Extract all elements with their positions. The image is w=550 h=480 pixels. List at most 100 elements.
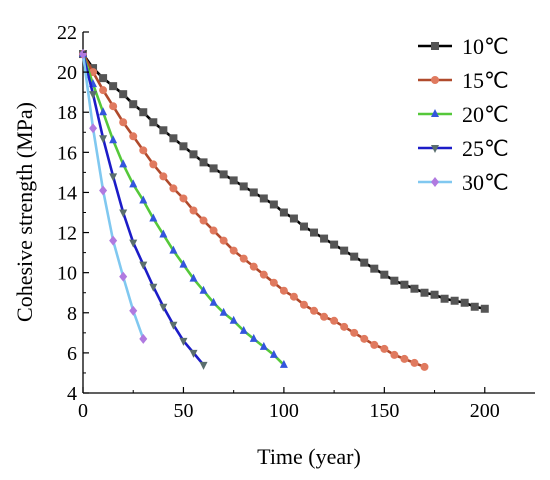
y-tick-label: 4 bbox=[67, 383, 77, 405]
data-point bbox=[380, 344, 389, 353]
data-point bbox=[289, 214, 298, 223]
data-point bbox=[109, 82, 118, 91]
data-point bbox=[350, 328, 359, 337]
data-point bbox=[129, 100, 138, 109]
data-point bbox=[400, 280, 409, 289]
data-point bbox=[189, 150, 198, 159]
legend-label: 20℃ bbox=[462, 102, 509, 127]
legend-item: 30℃ bbox=[418, 170, 509, 195]
data-point bbox=[340, 322, 349, 331]
legend-marker bbox=[431, 145, 439, 153]
data-point bbox=[360, 258, 369, 267]
data-point bbox=[189, 273, 198, 282]
data-point bbox=[259, 194, 268, 203]
y-axis-ticks: 4 6 8 10 12 14 16 18 20 22 bbox=[57, 22, 89, 405]
data-point bbox=[179, 259, 188, 268]
legend-label: 10℃ bbox=[462, 34, 509, 59]
data-point bbox=[89, 64, 98, 73]
y-tick-label: 12 bbox=[57, 223, 77, 245]
data-point bbox=[89, 123, 98, 134]
data-point bbox=[470, 302, 479, 311]
data-point bbox=[189, 206, 198, 215]
data-point bbox=[310, 306, 319, 315]
data-point bbox=[320, 234, 329, 243]
data-point bbox=[239, 254, 248, 263]
data-point bbox=[400, 354, 409, 363]
data-point bbox=[169, 245, 178, 254]
legend-label: 25℃ bbox=[462, 136, 509, 161]
legend-item: 20℃ bbox=[418, 102, 509, 127]
data-point bbox=[139, 108, 148, 117]
data-point bbox=[299, 300, 308, 309]
data-point bbox=[209, 164, 218, 173]
plot-area bbox=[79, 32, 535, 394]
data-point bbox=[89, 91, 98, 100]
data-point bbox=[269, 349, 278, 358]
data-point bbox=[99, 185, 108, 196]
y-tick-label: 6 bbox=[67, 343, 77, 365]
series-1 bbox=[79, 50, 489, 313]
data-point bbox=[279, 208, 288, 217]
series-2 bbox=[79, 50, 429, 371]
data-point bbox=[169, 321, 178, 330]
y-tick-label: 14 bbox=[57, 182, 77, 204]
data-point bbox=[259, 341, 268, 350]
data-point bbox=[159, 229, 168, 238]
data-point bbox=[330, 240, 339, 249]
data-point bbox=[139, 333, 148, 344]
data-point bbox=[239, 182, 248, 191]
y-tick-label: 16 bbox=[57, 142, 77, 164]
data-point bbox=[149, 118, 158, 127]
data-point bbox=[179, 194, 188, 203]
data-point bbox=[209, 297, 218, 306]
x-axis-title: Time (year) bbox=[257, 444, 361, 469]
data-point bbox=[159, 126, 168, 135]
data-point bbox=[410, 284, 419, 293]
data-point bbox=[119, 271, 128, 282]
data-point bbox=[279, 286, 288, 295]
data-point bbox=[199, 361, 208, 370]
data-point bbox=[299, 222, 308, 231]
data-point bbox=[109, 102, 118, 111]
data-point bbox=[119, 90, 128, 99]
data-point bbox=[320, 312, 329, 321]
series-line bbox=[81, 53, 205, 366]
y-tick-label: 10 bbox=[57, 263, 77, 285]
data-point bbox=[169, 134, 178, 143]
data-point bbox=[269, 200, 278, 209]
data-point bbox=[179, 337, 188, 346]
data-point bbox=[119, 118, 128, 127]
data-point bbox=[179, 142, 188, 151]
data-point bbox=[99, 74, 108, 83]
data-point bbox=[460, 298, 469, 307]
data-point bbox=[420, 288, 429, 297]
data-point bbox=[99, 107, 108, 116]
data-point bbox=[169, 184, 178, 193]
data-point bbox=[99, 135, 108, 144]
data-point bbox=[259, 270, 268, 279]
data-point bbox=[360, 334, 369, 343]
legend-label: 15℃ bbox=[462, 68, 509, 93]
data-point bbox=[480, 304, 489, 313]
data-point bbox=[370, 264, 379, 273]
data-point bbox=[390, 276, 399, 285]
data-point bbox=[149, 283, 158, 292]
data-point bbox=[289, 292, 298, 301]
y-tick-label: 22 bbox=[57, 22, 77, 44]
legend-item: 15℃ bbox=[418, 68, 509, 93]
x-tick-label: 150 bbox=[369, 400, 399, 422]
x-tick-label: 100 bbox=[269, 400, 299, 422]
legend-marker bbox=[431, 42, 439, 50]
legend: 10℃ 15℃ 20℃ 25℃ 30℃ bbox=[418, 34, 509, 195]
legend-marker bbox=[431, 177, 439, 187]
data-point bbox=[330, 316, 339, 325]
legend-item: 25℃ bbox=[418, 136, 509, 161]
data-point bbox=[139, 146, 148, 155]
data-point bbox=[129, 132, 138, 141]
legend-marker bbox=[431, 76, 439, 84]
data-point bbox=[199, 216, 208, 225]
series-5 bbox=[79, 49, 148, 344]
data-point bbox=[370, 340, 379, 349]
legend-label: 30℃ bbox=[462, 170, 509, 195]
data-point bbox=[269, 278, 278, 287]
